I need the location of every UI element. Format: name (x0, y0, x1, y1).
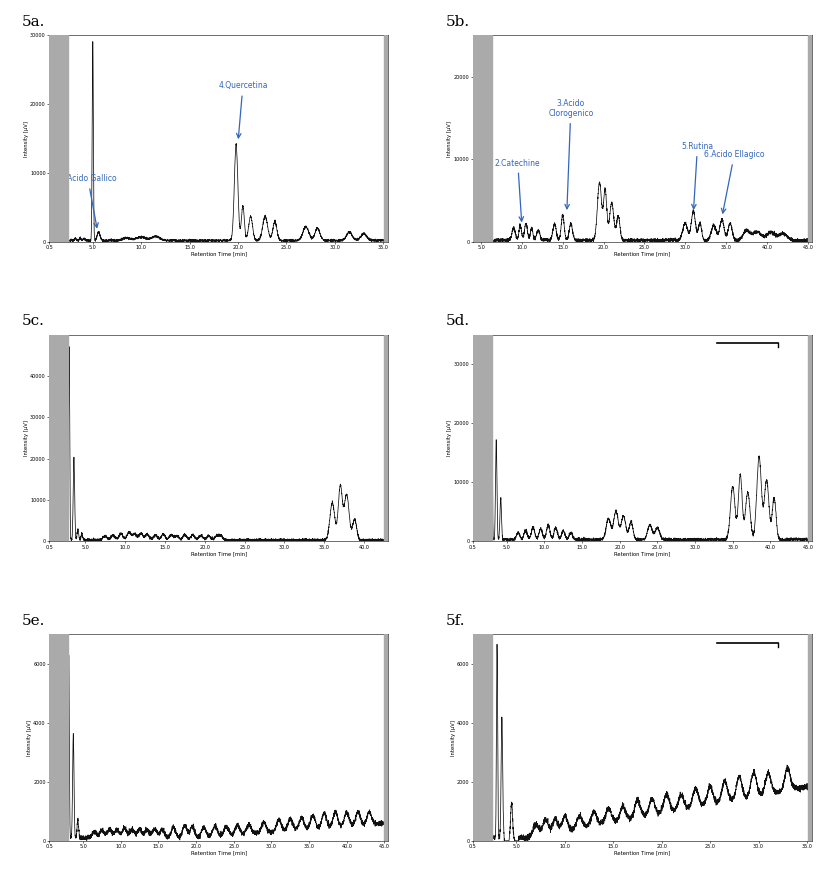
Text: 5d.: 5d. (446, 314, 469, 328)
Y-axis label: Intensity [μV]: Intensity [μV] (450, 720, 455, 756)
X-axis label: Retention Time [min]: Retention Time [min] (613, 551, 670, 556)
Bar (473, 35, 491, 242)
Text: 3.Acido
Clorogenico: 3.Acido Clorogenico (548, 98, 593, 209)
Text: 5b.: 5b. (446, 15, 469, 28)
Text: 1.Acido Gallico: 1.Acido Gallico (60, 174, 116, 227)
Y-axis label: Intensity [μV]: Intensity [μV] (24, 420, 29, 456)
Bar (383, 335, 387, 542)
X-axis label: Retention Time [min]: Retention Time [min] (613, 251, 670, 257)
Bar (383, 35, 387, 242)
Bar (383, 635, 387, 841)
Text: 6.Acido Ellagico: 6.Acido Ellagico (703, 150, 763, 213)
X-axis label: Retention Time [min]: Retention Time [min] (613, 850, 670, 856)
Bar (49, 635, 68, 841)
Bar (49, 35, 68, 242)
Bar (807, 335, 811, 542)
Bar (807, 35, 811, 242)
Y-axis label: Intensity [μV]: Intensity [μV] (447, 420, 452, 456)
Bar (473, 335, 491, 542)
Text: 5.Rutina: 5.Rutina (681, 142, 713, 209)
X-axis label: Retention Time [min]: Retention Time [min] (190, 551, 247, 556)
Bar (807, 635, 811, 841)
Bar (473, 635, 491, 841)
Bar (49, 335, 68, 542)
Text: 5a.: 5a. (22, 15, 45, 28)
Y-axis label: Intensity [μV]: Intensity [μV] (24, 120, 29, 157)
Text: 4.Quercetina: 4.Quercetina (218, 81, 267, 138)
Text: 2.Catechine: 2.Catechine (495, 158, 540, 221)
Text: 5f.: 5f. (446, 613, 464, 627)
X-axis label: Retention Time [min]: Retention Time [min] (190, 251, 247, 257)
Text: 5e.: 5e. (22, 613, 45, 627)
X-axis label: Retention Time [min]: Retention Time [min] (190, 850, 247, 856)
Y-axis label: Intensity [μV]: Intensity [μV] (447, 120, 452, 157)
Y-axis label: Intensity [μV]: Intensity [μV] (27, 720, 32, 756)
Text: 5c.: 5c. (22, 314, 45, 328)
